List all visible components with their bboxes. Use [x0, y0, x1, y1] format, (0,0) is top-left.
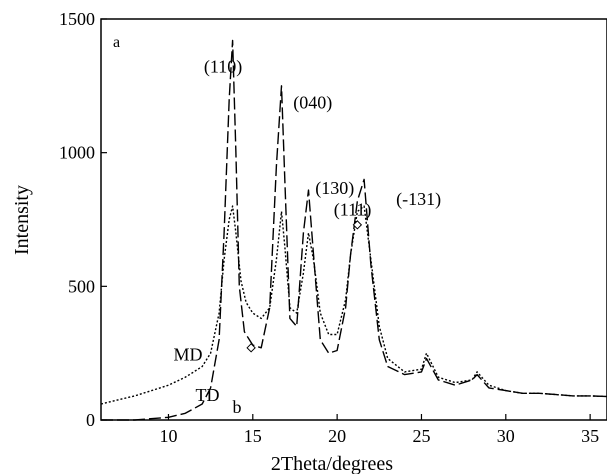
x-tick-label: 25 [412, 426, 430, 446]
series-line-md [101, 39, 607, 421]
y-tick-label: 500 [68, 276, 95, 296]
y-tick-label: 1500 [59, 9, 95, 29]
plot-frame [100, 18, 607, 421]
annotation-label: (130) [315, 178, 354, 199]
y-tick-label: 0 [86, 410, 95, 430]
x-tick-label: 15 [244, 426, 262, 446]
diamond-marker [246, 343, 256, 353]
marker-layer [246, 220, 363, 353]
panel-label: a [113, 34, 120, 51]
series-line-td [100, 205, 607, 405]
x-tick-label: 20 [328, 426, 346, 446]
y-tick-label: 1000 [59, 143, 95, 163]
x-axis-title: 2Theta/degrees [271, 453, 393, 474]
annotation-layer: (110) (040) (130)(111) (-131) MD TD b [174, 56, 442, 416]
diamond-marker [352, 220, 363, 230]
x-tick-label: 30 [497, 426, 515, 446]
annotation-label: MD [174, 344, 203, 364]
annotation-label: (040) [293, 93, 332, 114]
x-tick-label: 35 [581, 426, 599, 446]
x-axis-ticks: 10 15 20 25 30 35 [159, 414, 599, 446]
series-layer [100, 39, 607, 421]
annotation-label: TD [195, 385, 219, 405]
annotation-label: (110) [204, 56, 242, 77]
annotation-label: (111) [334, 199, 372, 220]
y-axis-ticks: 0 500 1000 1500 [59, 9, 107, 430]
x-tick-label: 10 [159, 426, 177, 446]
annotation-label: b [233, 397, 242, 417]
annotation-label: (-131) [396, 189, 441, 210]
y-axis-title: Intensity [11, 185, 33, 255]
